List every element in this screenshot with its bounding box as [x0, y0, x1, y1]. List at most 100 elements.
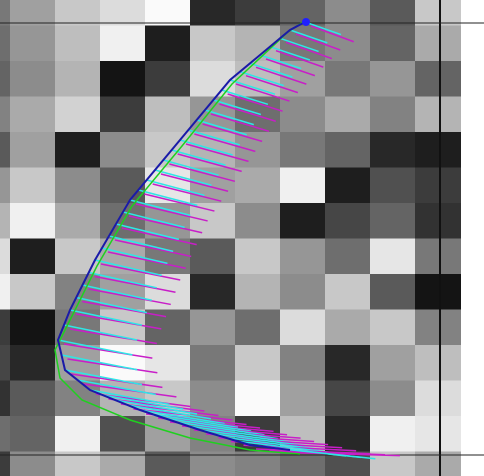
- grid-cell: [370, 61, 416, 98]
- grid-cell: [190, 239, 236, 276]
- grid-cell: [415, 274, 461, 311]
- grid-cell: [0, 310, 11, 347]
- grid-cell: [235, 274, 281, 311]
- grid-cell: [235, 345, 281, 382]
- grid-cell: [235, 132, 281, 169]
- grid-cell: [190, 381, 236, 418]
- grid-cell: [370, 416, 416, 453]
- grid-cell: [145, 26, 191, 63]
- grid-cell: [370, 132, 416, 169]
- grid-cell: [10, 345, 56, 382]
- grid-cell: [0, 132, 11, 169]
- grid-cell: [325, 274, 371, 311]
- grid-cell: [280, 26, 326, 63]
- grid-cell: [370, 345, 416, 382]
- grid-cell: [10, 274, 56, 311]
- grid-cell: [0, 168, 11, 205]
- image-view: [0, 0, 484, 476]
- grid-cell: [415, 345, 461, 382]
- grid-cell: [0, 97, 11, 134]
- grid-cell: [10, 132, 56, 169]
- grid-cell: [280, 310, 326, 347]
- grid-cell: [325, 132, 371, 169]
- grid-cell: [235, 310, 281, 347]
- grid-cell: [370, 310, 416, 347]
- grid-cell: [325, 61, 371, 98]
- grid-cell: [370, 26, 416, 63]
- grid-cell: [235, 239, 281, 276]
- grid-cell: [0, 239, 11, 276]
- grid-cell: [280, 381, 326, 418]
- grid-cell: [100, 61, 146, 98]
- grid-cell: [55, 239, 101, 276]
- grid-cell: [325, 345, 371, 382]
- grid-cell: [415, 416, 461, 453]
- grid-cell: [415, 203, 461, 240]
- grid-cell: [145, 239, 191, 276]
- grid-cell: [145, 345, 191, 382]
- grid-cell: [55, 168, 101, 205]
- grid-cell: [55, 97, 101, 134]
- grid-cell: [0, 203, 11, 240]
- grid-cell: [10, 381, 56, 418]
- grid-cell: [190, 203, 236, 240]
- grid-cell: [370, 203, 416, 240]
- grid-cell: [55, 26, 101, 63]
- grid-cell: [325, 168, 371, 205]
- grid-cell: [0, 345, 11, 382]
- grid-cell: [280, 274, 326, 311]
- grid-cell: [280, 203, 326, 240]
- grid-cell: [100, 97, 146, 134]
- grid-cell: [415, 26, 461, 63]
- grid-cell: [0, 26, 11, 63]
- grid-cell: [10, 203, 56, 240]
- grid-cell: [55, 61, 101, 98]
- grid-cell: [190, 274, 236, 311]
- grid-cell: [10, 310, 56, 347]
- grid-cell: [325, 381, 371, 418]
- grid-cell: [370, 168, 416, 205]
- grid-cell: [190, 310, 236, 347]
- grid-cell: [10, 97, 56, 134]
- grid-cell: [415, 168, 461, 205]
- grid-cell: [190, 26, 236, 63]
- grid-cell: [235, 381, 281, 418]
- grid-cell: [0, 381, 11, 418]
- grid-cell: [325, 239, 371, 276]
- grid-cell: [10, 26, 56, 63]
- grid-cell: [370, 239, 416, 276]
- grid-cell: [370, 97, 416, 134]
- grid-cell: [415, 310, 461, 347]
- grid-cell: [415, 61, 461, 98]
- grid-cell: [325, 97, 371, 134]
- grid-cell: [280, 239, 326, 276]
- grid-cell: [0, 274, 11, 311]
- grid-cell: [235, 168, 281, 205]
- grid-cells: [0, 0, 461, 476]
- grid-cell: [370, 274, 416, 311]
- grid-cell: [415, 239, 461, 276]
- grid-cell: [0, 61, 11, 98]
- grid-cell: [0, 416, 11, 453]
- grid-cell: [100, 132, 146, 169]
- grid-cell: [415, 132, 461, 169]
- page: (() => { const NS = 'http://www.w3.org/2…: [0, 0, 484, 476]
- grid-cell: [280, 132, 326, 169]
- grid-cell: [55, 203, 101, 240]
- grid-cell: [145, 97, 191, 134]
- grid-cell: [10, 61, 56, 98]
- grid-cell: [415, 97, 461, 134]
- grid-cell: [100, 26, 146, 63]
- grid-cell: [280, 168, 326, 205]
- grid-cell: [10, 416, 56, 453]
- grid-cell: [190, 345, 236, 382]
- grid-cell: [10, 239, 56, 276]
- start-marker: [302, 18, 310, 26]
- grid-cell: [325, 310, 371, 347]
- grid-cell: [145, 274, 191, 311]
- grid-cell: [370, 381, 416, 418]
- grid-cell: [235, 203, 281, 240]
- grid-cell: [280, 97, 326, 134]
- grid-cell: [55, 132, 101, 169]
- grid-cell: [100, 416, 146, 453]
